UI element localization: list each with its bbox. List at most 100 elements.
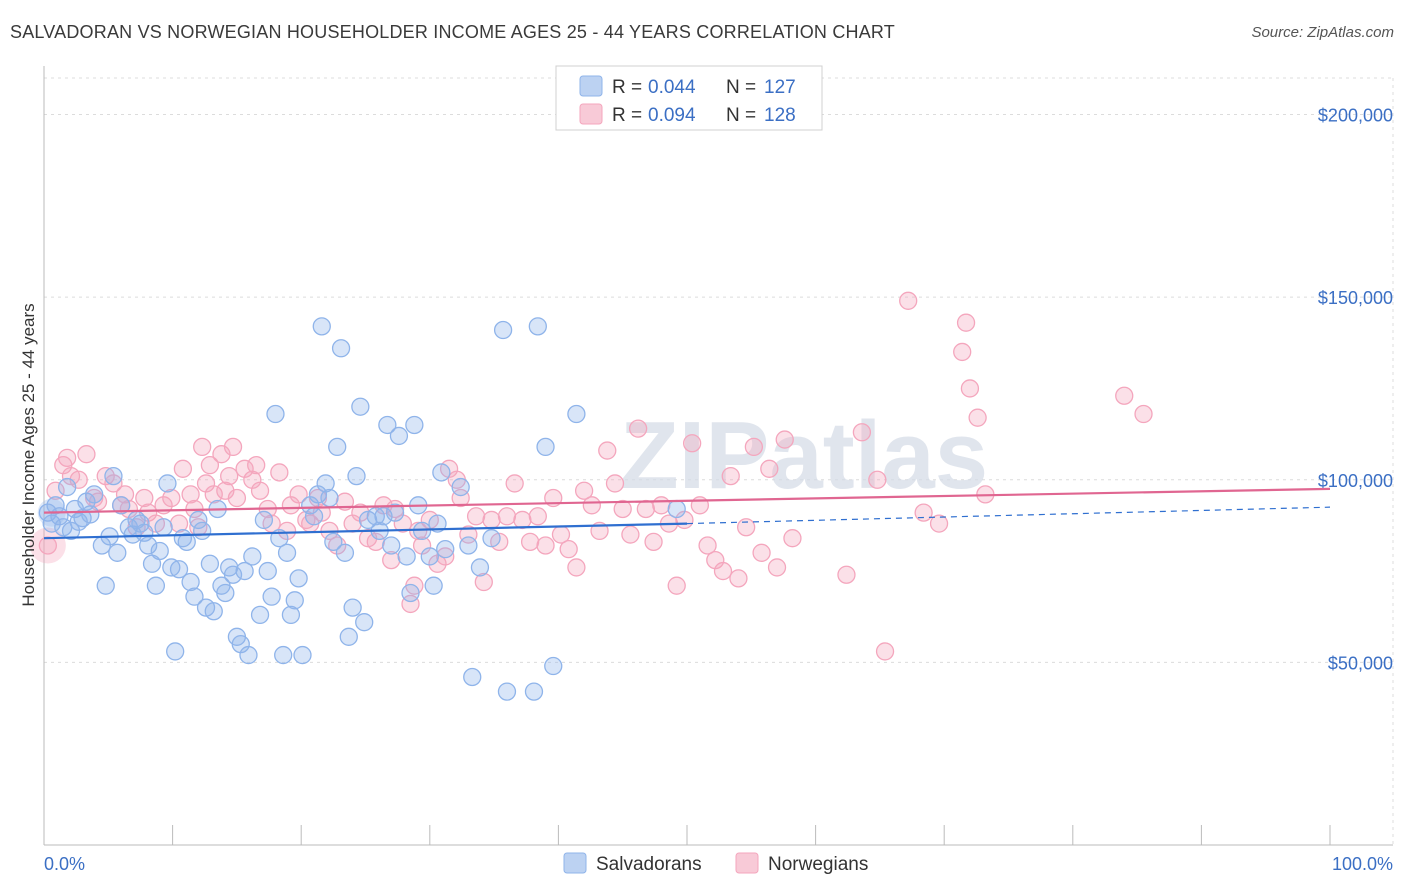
- norwegians-point-19: [162, 488, 181, 508]
- salvadorans-point-27: [150, 541, 169, 561]
- norwegians-point-113: [852, 423, 872, 442]
- salvadorans-point-68: [316, 474, 335, 493]
- norwegians-point-110: [775, 430, 794, 449]
- series-norwegians: [29, 291, 1153, 661]
- norwegians-point-118: [929, 514, 949, 533]
- norwegians-point-28: [204, 485, 223, 504]
- legend-n-label-2: N =: [726, 105, 756, 126]
- norwegians-point-56: [382, 550, 401, 570]
- norwegians-point-1: [46, 481, 65, 500]
- salvadorans-point-85: [385, 503, 405, 522]
- norwegians-point-76: [513, 510, 532, 530]
- norwegians-point-70: [466, 507, 486, 526]
- y-tick-label-3: $200,000: [1318, 106, 1393, 126]
- salvadorans-point-1: [42, 514, 61, 533]
- salvadorans-point-46: [223, 565, 243, 584]
- norwegians-point-71: [474, 572, 493, 592]
- norwegians-point-32: [223, 437, 243, 457]
- norwegians-point-109: [767, 558, 787, 577]
- norwegians-point-25: [193, 437, 212, 457]
- salvadorans-point-6: [61, 521, 81, 541]
- norwegians-point-93: [644, 532, 663, 552]
- norwegians-point-106: [744, 437, 764, 457]
- salvadorans-point-29: [158, 474, 177, 493]
- axes: [43, 66, 1393, 846]
- norwegians-point-104: [729, 569, 748, 588]
- norwegians-point-3: [57, 448, 77, 467]
- salvadorans-point-84: [382, 536, 401, 555]
- salvadorans-point-72: [331, 339, 351, 358]
- norwegians-point-43: [289, 485, 308, 504]
- norwegians-point-40: [270, 463, 289, 482]
- y-axis-label: Householder Income Ages 25 - 44 years: [19, 303, 38, 606]
- norwegians-point-78: [528, 507, 547, 526]
- norwegians-point-89: [613, 499, 632, 519]
- salvadorans-point-44: [216, 583, 235, 603]
- norwegians-trend-line: [43, 487, 1331, 514]
- salvadorans-point-58: [274, 645, 293, 665]
- salvadorans-point-49: [235, 561, 254, 581]
- salvadorans-point-28: [154, 518, 173, 537]
- salvadorans-point-95: [432, 463, 451, 482]
- norwegians-point-107: [752, 543, 771, 562]
- norwegians-point-92: [636, 499, 655, 519]
- salvadorans-point-74: [339, 627, 358, 646]
- salvadorans-point-37: [189, 510, 208, 530]
- norwegians-point-6: [77, 445, 96, 464]
- salvadorans-point-82: [374, 507, 393, 526]
- salvadorans-point-97: [451, 477, 470, 497]
- salvadorans-point-100: [470, 558, 490, 577]
- norwegians-point-64: [428, 554, 447, 573]
- norwegians-point-94: [652, 496, 671, 515]
- norwegians-point-54: [366, 532, 385, 552]
- norwegians-point-77: [520, 532, 540, 552]
- bottom-legend-label-norwegians: Norwegians: [768, 854, 868, 875]
- salvadorans-point-80: [366, 507, 385, 526]
- norwegians-point-85: [582, 496, 601, 515]
- salvadorans-point-102: [493, 320, 513, 340]
- norwegians-point-87: [598, 441, 617, 460]
- salvadorans-point-91: [412, 521, 432, 541]
- salvadorans-point-103: [497, 682, 517, 701]
- norwegians-point-84: [574, 481, 594, 500]
- norwegians-point-111: [783, 529, 802, 548]
- salvadorans-point-78: [355, 613, 374, 632]
- norwegians-point-0: [38, 536, 58, 555]
- salvadorans-point-105: [528, 317, 547, 336]
- salvadorans-point-93: [424, 576, 443, 595]
- norwegians-point-10: [104, 474, 123, 493]
- norwegians-point-102: [713, 561, 733, 581]
- norwegians-point-20: [169, 514, 189, 533]
- salvadorans-point-17: [108, 543, 127, 562]
- salvadorans-point-60: [281, 605, 301, 625]
- trend-lines: [43, 487, 1331, 540]
- legend-r-label-2: R =: [612, 105, 642, 126]
- norwegians-point-120: [956, 313, 976, 332]
- salvadorans-point-59: [277, 543, 297, 562]
- norwegians-point-124: [1115, 386, 1134, 405]
- norwegians-point-31: [220, 466, 239, 486]
- legend-swatch-blue: [579, 75, 603, 97]
- salvadorans-point-26: [146, 576, 166, 595]
- salvadorans-point-14: [96, 576, 115, 595]
- norwegians-point-88: [605, 474, 625, 493]
- norwegians-point-33: [227, 488, 247, 508]
- salvadorans-point-107: [544, 656, 563, 676]
- norwegians-point-121: [960, 379, 980, 398]
- salvadorans-point-12: [85, 485, 104, 504]
- salvadorans-point-50: [239, 645, 258, 665]
- salvadorans-point-94: [428, 514, 447, 533]
- salvadorans-point-108: [567, 404, 586, 424]
- watermark: ZIPatlas: [620, 402, 988, 509]
- salvadorans-point-2: [46, 496, 65, 515]
- norwegians-point-90: [621, 525, 640, 544]
- salvadorans-trend-extension: [686, 506, 1331, 525]
- norwegians-point-96: [667, 576, 686, 595]
- salvadorans-point-52: [250, 605, 270, 625]
- salvadorans-point-24: [139, 536, 158, 555]
- y-tick-label-2: $150,000: [1318, 288, 1393, 308]
- y-tick-labels: $50,000 $100,000 $150,000 $200,000: [1318, 106, 1393, 674]
- salvadorans-point-41: [204, 602, 223, 621]
- y-tick-label-1: $100,000: [1318, 471, 1393, 491]
